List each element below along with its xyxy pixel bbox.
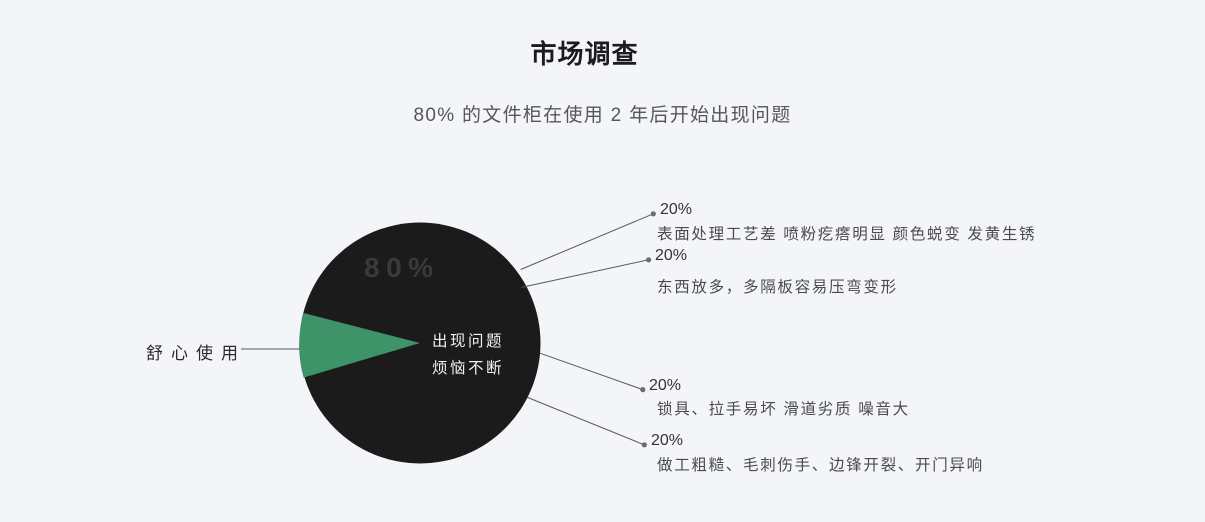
svg-text:80%: 80% [364,252,440,283]
